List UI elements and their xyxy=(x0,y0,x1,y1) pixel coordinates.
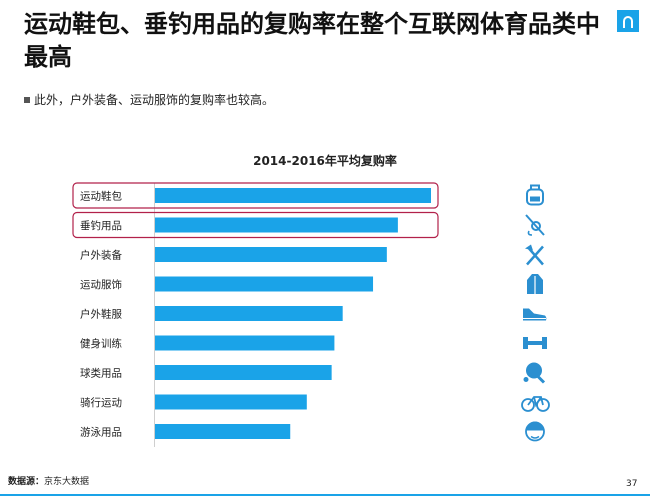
bar-2 xyxy=(155,217,398,233)
bottom-rule xyxy=(0,494,650,496)
slide-title: 运动鞋包、垂钓用品的复购率在整个互联网体育品类中最高 xyxy=(24,10,600,71)
bar-5 xyxy=(155,306,343,321)
brand-logo xyxy=(617,10,639,32)
data-source: 数据源：京东大数据 xyxy=(8,474,89,487)
dumbbell-icon xyxy=(523,337,547,349)
ping-pong-icon xyxy=(523,362,546,384)
bar-9 xyxy=(155,424,291,439)
subtitle: 此外，户外装备、运动服饰的复购率也较高。 xyxy=(24,92,274,108)
apparel-icon xyxy=(527,274,543,294)
bullet-icon xyxy=(24,97,30,103)
category-label: 垂钓用品 xyxy=(80,219,122,232)
fishing-icon xyxy=(525,214,545,236)
category-label: 骑行运动 xyxy=(80,396,122,409)
page-number: 37 xyxy=(626,479,638,489)
bar-3 xyxy=(155,247,387,262)
bar-1 xyxy=(155,188,431,203)
backpack-icon xyxy=(526,184,544,206)
bar-8 xyxy=(155,394,307,410)
subtitle-text: 此外，户外装备、运动服饰的复购率也较高。 xyxy=(34,93,275,107)
data-source-label: 数据源： xyxy=(8,477,45,487)
category-label: 球类用品 xyxy=(80,367,122,380)
shoe-icon xyxy=(523,308,547,321)
category-label: 健身训练 xyxy=(80,337,122,350)
bar-4 xyxy=(155,276,374,292)
category-label: 运动服饰 xyxy=(80,278,122,291)
data-source-value: 京东大数据 xyxy=(44,477,90,487)
swimmer-icon xyxy=(525,421,545,442)
category-label: 游泳用品 xyxy=(80,426,122,439)
highlight-box xyxy=(72,182,439,209)
chart-title: 2014-2016年平均复购率 xyxy=(253,154,397,168)
bicycle-icon xyxy=(521,396,550,412)
category-label: 户外鞋服 xyxy=(80,308,122,321)
bar-7 xyxy=(155,365,332,380)
mountaineering-icon xyxy=(525,244,544,266)
category-label: 运动鞋包 xyxy=(80,190,122,203)
bar-6 xyxy=(155,335,335,351)
highlight-box xyxy=(72,211,439,239)
category-label: 户外装备 xyxy=(80,249,122,262)
